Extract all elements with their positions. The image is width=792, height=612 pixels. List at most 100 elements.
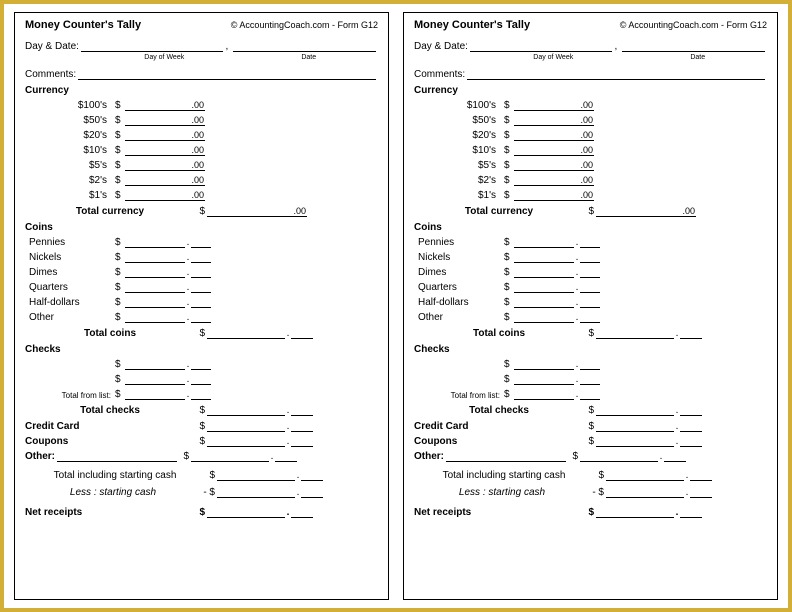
other-desc-input[interactable]: [446, 451, 566, 462]
date-input[interactable]: [233, 41, 376, 52]
total-currency-amount[interactable]: [207, 206, 285, 217]
currency-cents: .00: [574, 175, 594, 186]
less-starting-amount[interactable]: [606, 487, 684, 498]
total-incl-cents[interactable]: [690, 470, 712, 481]
date-input[interactable]: [622, 41, 765, 52]
less-starting-cents[interactable]: [301, 487, 323, 498]
check-cents-input[interactable]: [580, 359, 600, 370]
minus-sign: - $: [590, 487, 606, 498]
total-checks-amount[interactable]: [207, 405, 285, 416]
coin-amount-input[interactable]: [125, 252, 185, 263]
coin-cents-input[interactable]: [191, 297, 211, 308]
coin-label: Dimes: [414, 267, 504, 278]
net-receipts-cents[interactable]: [291, 507, 313, 518]
total-checks-cents[interactable]: [680, 405, 702, 416]
coin-amount-input[interactable]: [125, 282, 185, 293]
coin-cents-input[interactable]: [580, 297, 600, 308]
day-input[interactable]: [470, 41, 613, 52]
check-amount-input[interactable]: [125, 374, 185, 385]
coin-cents-input[interactable]: [191, 267, 211, 278]
other-amount[interactable]: [191, 451, 269, 462]
coupons-amount[interactable]: [596, 436, 674, 447]
coupons-amount[interactable]: [207, 436, 285, 447]
currency-amount-input[interactable]: [514, 130, 574, 141]
form-header: Money Counter's Tally © AccountingCoach.…: [414, 19, 767, 31]
net-receipts-amount[interactable]: [207, 507, 285, 518]
coin-row: Dimes $ .: [25, 264, 378, 278]
page-wrapper: Money Counter's Tally © AccountingCoach.…: [0, 0, 792, 612]
coin-amount-input[interactable]: [514, 297, 574, 308]
currency-cents: .00: [574, 160, 594, 171]
coin-cents-input[interactable]: [580, 282, 600, 293]
check-amount-input[interactable]: [514, 359, 574, 370]
total-checks-amount[interactable]: [596, 405, 674, 416]
total-currency-amount[interactable]: [596, 206, 674, 217]
currency-amount-input[interactable]: [125, 160, 185, 171]
other-desc-input[interactable]: [57, 451, 177, 462]
coupons-cents[interactable]: [291, 436, 313, 447]
coin-amount-input[interactable]: [125, 237, 185, 248]
currency-amount-input[interactable]: [125, 145, 185, 156]
check-list-cents-input[interactable]: [191, 389, 211, 400]
check-list-cents-input[interactable]: [580, 389, 600, 400]
coin-amount-input[interactable]: [514, 237, 574, 248]
comments-input[interactable]: [467, 69, 765, 80]
credit-card-amount[interactable]: [596, 421, 674, 432]
net-receipts-amount[interactable]: [596, 507, 674, 518]
total-checks-cents[interactable]: [291, 405, 313, 416]
less-starting-amount[interactable]: [217, 487, 295, 498]
check-cents-input[interactable]: [191, 374, 211, 385]
coin-amount-input[interactable]: [514, 282, 574, 293]
coin-cents-input[interactable]: [580, 312, 600, 323]
coin-amount-input[interactable]: [514, 252, 574, 263]
check-amount-input[interactable]: [125, 359, 185, 370]
coupons-cents[interactable]: [680, 436, 702, 447]
currency-amount-input[interactable]: [514, 160, 574, 171]
other-amount[interactable]: [580, 451, 658, 462]
total-coins-cents[interactable]: [680, 328, 702, 339]
coin-cents-input[interactable]: [191, 252, 211, 263]
day-input[interactable]: [81, 41, 224, 52]
currency-amount-input[interactable]: [125, 100, 185, 111]
coin-cents-input[interactable]: [191, 312, 211, 323]
check-amount-input[interactable]: [514, 374, 574, 385]
total-incl-cents[interactable]: [301, 470, 323, 481]
coin-amount-input[interactable]: [514, 267, 574, 278]
check-list-amount-input[interactable]: [514, 389, 574, 400]
other-cents[interactable]: [664, 451, 686, 462]
other-row: Other: $ .: [414, 448, 767, 462]
total-coins-cents[interactable]: [291, 328, 313, 339]
check-list-amount-input[interactable]: [125, 389, 185, 400]
less-starting-cents[interactable]: [690, 487, 712, 498]
credit-card-amount[interactable]: [207, 421, 285, 432]
coin-amount-input[interactable]: [125, 267, 185, 278]
currency-amount-input[interactable]: [514, 115, 574, 126]
total-coins-amount[interactable]: [207, 328, 285, 339]
currency-amount-input[interactable]: [125, 115, 185, 126]
comments-input[interactable]: [78, 69, 376, 80]
coin-amount-input[interactable]: [125, 297, 185, 308]
currency-amount-input[interactable]: [125, 175, 185, 186]
check-cents-input[interactable]: [191, 359, 211, 370]
currency-amount-input[interactable]: [514, 190, 574, 201]
net-receipts-cents[interactable]: [680, 507, 702, 518]
coin-cents-input[interactable]: [580, 252, 600, 263]
credit-card-cents[interactable]: [291, 421, 313, 432]
total-coins-amount[interactable]: [596, 328, 674, 339]
credit-card-cents[interactable]: [680, 421, 702, 432]
coin-cents-input[interactable]: [580, 267, 600, 278]
coin-cents-input[interactable]: [580, 237, 600, 248]
check-cents-input[interactable]: [580, 374, 600, 385]
currency-amount-input[interactable]: [514, 175, 574, 186]
currency-amount-input[interactable]: [125, 190, 185, 201]
currency-amount-input[interactable]: [125, 130, 185, 141]
coin-amount-input[interactable]: [125, 312, 185, 323]
coin-cents-input[interactable]: [191, 237, 211, 248]
currency-amount-input[interactable]: [514, 145, 574, 156]
currency-amount-input[interactable]: [514, 100, 574, 111]
total-incl-amount[interactable]: [217, 470, 295, 481]
total-incl-amount[interactable]: [606, 470, 684, 481]
coin-amount-input[interactable]: [514, 312, 574, 323]
other-cents[interactable]: [275, 451, 297, 462]
coin-cents-input[interactable]: [191, 282, 211, 293]
